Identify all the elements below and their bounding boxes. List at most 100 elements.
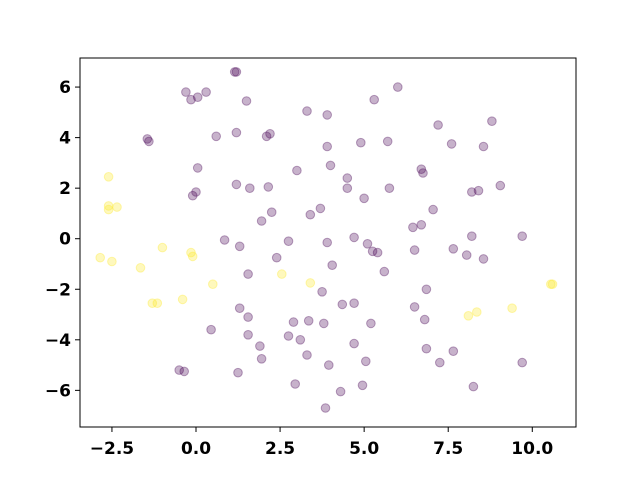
data-point [468,381,479,392]
data-point [271,252,282,263]
data-point [187,251,198,262]
y-tick-label: −4 [45,331,71,351]
data-point [356,137,366,148]
data-point [546,279,556,290]
data-point [231,127,242,138]
data-point [322,110,333,120]
data-point [177,294,188,305]
data-point [231,179,242,190]
x-tick-label: 7.5 [433,439,463,459]
data-point [219,235,230,245]
data-point [201,87,211,97]
x-tick-label: 5.0 [349,439,379,459]
data-point [327,260,338,271]
data-point [290,379,301,389]
data-point [186,247,196,258]
data-point [517,231,528,241]
data-point [478,141,489,152]
data-point [419,314,430,325]
data-point [382,136,393,147]
data-point [478,254,489,264]
data-point [142,134,153,144]
y-tick-label: −2 [45,280,71,300]
data-point [283,236,294,246]
data-point [234,303,245,314]
data-point [233,367,243,378]
data-point [325,160,336,171]
data-point [295,335,306,345]
data-point [208,279,218,290]
data-point [320,403,331,413]
data-point [435,357,445,368]
data-point [211,131,221,142]
data-point [409,302,420,312]
plot-background [80,58,576,427]
data-point [448,244,459,254]
data-point [349,298,359,309]
data-point [324,360,334,370]
data-point [107,256,117,267]
data-point [263,182,274,192]
data-point [393,82,403,92]
data-point [256,216,267,226]
data-point [317,287,327,297]
data-point [283,331,294,341]
data-point [179,366,189,377]
data-point [157,242,168,253]
x-axis: −2.5 0.0 2.5 5.0 7.5 10.0 [90,427,553,459]
data-point [234,241,245,252]
data-point [366,318,376,329]
data-point [288,317,299,327]
data-point [302,106,312,116]
data-point [361,356,371,367]
data-point [245,183,255,193]
data-point [467,187,477,197]
y-tick-label: −6 [45,381,71,401]
y-axis: −6 −4 −2 0 2 4 6 [45,78,80,401]
data-point [261,131,272,142]
data-point [547,279,558,290]
x-tick-label: 10.0 [511,439,553,459]
data-point [349,232,359,243]
data-point [191,187,201,197]
y-tick-label: 6 [59,78,71,98]
data-point [372,247,383,258]
data-point [322,141,333,152]
data-point [379,266,390,277]
data-point [243,269,253,279]
data-point [319,318,329,329]
data-point [174,365,184,375]
data-point [487,116,497,126]
data-point [192,163,203,173]
data-point [243,330,253,340]
data-point [335,386,346,397]
data-point [357,380,368,391]
data-point [243,312,253,322]
data-point [206,324,216,335]
data-point [418,168,428,178]
data-point [303,316,314,326]
data-point [103,172,114,182]
data-point [446,139,457,149]
data-point [266,207,277,217]
data-point [409,245,420,255]
data-point [144,136,154,147]
data-point [95,252,105,263]
plot-frame [79,57,577,428]
data-point [315,203,326,214]
data-point [507,303,517,314]
data-point [305,209,316,220]
data-point [448,346,459,357]
data-point [467,231,477,241]
data-point [421,343,432,354]
data-point [255,341,265,351]
data-point [181,87,191,97]
data-point [367,246,378,257]
y-tick-label: 4 [59,129,71,149]
x-tick-label: 0.0 [181,439,211,459]
data-point [369,94,380,105]
data-point [473,185,484,196]
data-point [265,129,275,139]
data-point [231,67,242,77]
